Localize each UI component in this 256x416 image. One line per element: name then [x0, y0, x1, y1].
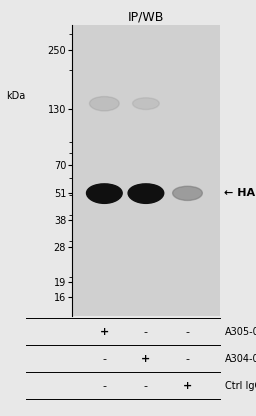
Text: -: -: [186, 354, 189, 364]
Text: +: +: [100, 327, 109, 337]
Text: ← HADHB: ← HADHB: [224, 188, 256, 198]
Text: Ctrl IgG: Ctrl IgG: [225, 381, 256, 391]
Text: +: +: [183, 381, 192, 391]
Ellipse shape: [87, 184, 122, 203]
Ellipse shape: [128, 184, 164, 203]
Text: A304-021A: A304-021A: [225, 354, 256, 364]
Text: kDa: kDa: [6, 91, 25, 101]
Text: -: -: [102, 381, 106, 391]
Text: -: -: [186, 327, 189, 337]
Ellipse shape: [173, 186, 202, 201]
Text: A305-020A: A305-020A: [225, 327, 256, 337]
Ellipse shape: [133, 98, 159, 109]
Title: IP/WB: IP/WB: [128, 11, 164, 24]
Text: -: -: [144, 327, 148, 337]
Text: -: -: [102, 354, 106, 364]
Text: +: +: [141, 354, 151, 364]
Ellipse shape: [90, 97, 119, 111]
Text: -: -: [144, 381, 148, 391]
